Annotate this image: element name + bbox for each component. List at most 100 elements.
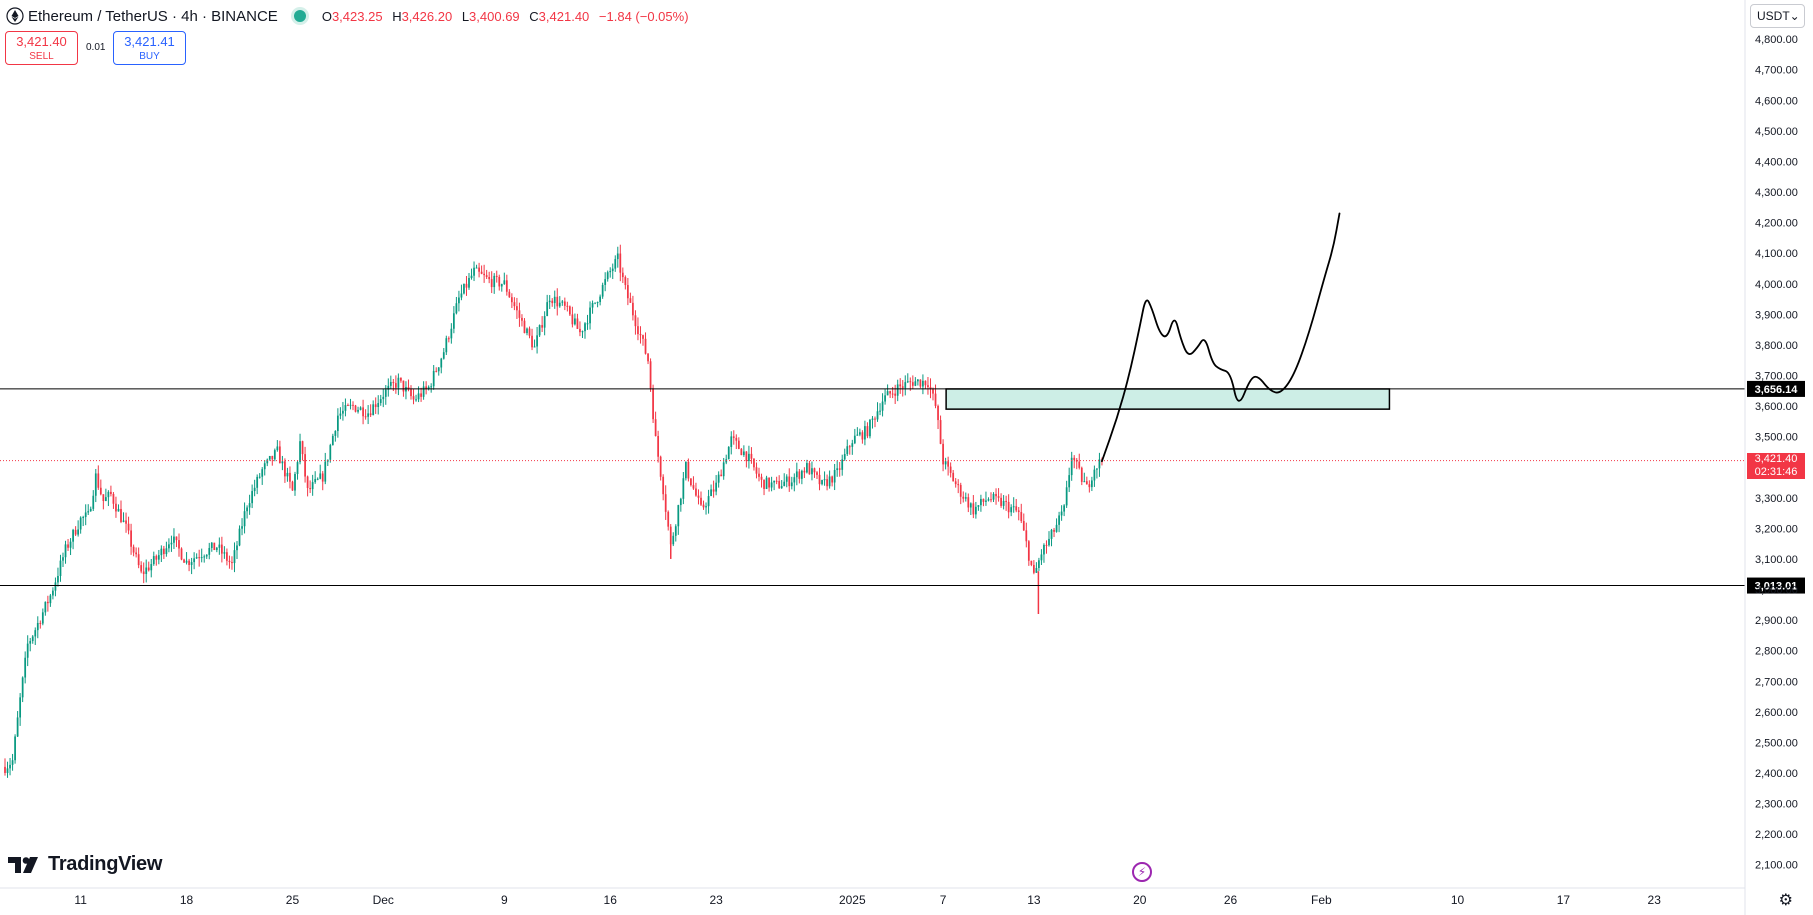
sell-button[interactable]: 3,421.40 SELL [5,31,78,65]
candle-body [306,476,309,488]
candle-body [392,381,395,384]
candle-body [1085,481,1088,485]
candle-body [19,697,22,718]
candle-body [541,325,544,328]
y-tick-label: 2,300.00 [1755,799,1798,811]
candle-body [198,557,201,559]
candle-body [258,476,261,478]
candle-body [833,470,836,483]
y-tick-label: 2,800.00 [1755,646,1798,658]
candle-body [841,459,844,470]
candle-body [952,472,955,482]
candle-body [84,512,87,518]
candle-body [962,496,965,499]
candle-body [135,552,138,555]
candle-body [886,391,889,396]
candle-body [1055,524,1058,532]
currency-select[interactable]: USDT ⌄ [1750,4,1805,28]
candle-body [707,496,710,507]
candle-body [188,560,190,565]
y-tick-label: 4,500.00 [1755,126,1798,138]
candle-body [1000,497,1002,506]
candle-body [667,511,670,527]
candle-body [730,436,733,447]
candle-body [1025,530,1028,542]
drawing-layer: 3,656.14 3,013.01 [0,212,1805,594]
candle-body [811,468,813,475]
candle-body [1045,544,1048,546]
y-tick-label: 3,600.00 [1755,401,1798,413]
candle-body [934,393,937,406]
candle-body [803,470,806,473]
horizontal-line-tag [1747,380,1805,397]
candle-body [891,393,894,395]
candle-body [498,276,501,287]
candle-body [367,413,370,417]
candle-body [1030,560,1033,565]
candle-body [533,346,536,348]
candle-body [982,498,985,502]
candle-body [763,479,765,489]
candle-body [959,484,962,497]
x-tick-label: 9 [501,893,508,907]
candle-body [266,459,269,464]
tradingview-logo[interactable]: TradingView [8,853,162,876]
candle-body [369,413,372,416]
candle-body [1015,506,1018,511]
candle-body [669,526,672,545]
candle-body [599,296,602,303]
candle-body [233,550,236,564]
candle-body [336,415,339,432]
candle-body [871,418,874,420]
candle-body [911,382,914,386]
candle-body [869,419,871,437]
candle-body [173,536,175,543]
candle-body [127,523,130,531]
candle-body [700,497,702,505]
candle-body [596,302,599,304]
candle-body [102,494,105,501]
candle-body [14,736,16,761]
candle-body [1088,484,1091,488]
candle-body [304,454,306,477]
candle-body [46,601,49,604]
candle-body [334,431,337,436]
candle-body [125,520,127,524]
sell-price: 3,421.40 [16,34,67,49]
candle-body [750,453,753,459]
gear-icon[interactable]: ⚙ [1778,892,1793,909]
candle-body [246,507,248,512]
candle-body [193,558,196,563]
candle-body [276,446,279,451]
candle-body [94,473,97,496]
current-price-label: 3,421.40 02:31:46 [1747,452,1805,479]
candle-body [291,481,294,491]
current-price-value: 3,421.40 [1754,452,1798,465]
candle-body [29,641,32,644]
candle-body [806,463,808,473]
candle-body [664,494,667,512]
candle-body [324,461,327,482]
candle-body [818,474,821,485]
candle-body [679,498,682,506]
candle-body [104,497,107,501]
buy-button[interactable]: 3,421.41 BUY [113,31,186,65]
candle-body [997,496,1000,498]
horizontal-line-label: 3,013.01 [1755,581,1798,593]
candle-body [112,493,115,504]
candle-body [425,386,428,389]
candle-body [483,273,486,276]
candle-body [1093,469,1096,481]
x-tick-label: 18 [180,893,194,907]
flash-icon[interactable]: ⚡ [1132,862,1152,882]
candle-body [727,446,730,460]
candle-body [296,462,299,474]
candle-body [619,253,622,273]
candle-body [836,468,839,471]
y-tick-label: 4,400.00 [1755,156,1798,168]
candle-body [1058,515,1060,525]
symbol-header[interactable]: Ethereum / TetherUS · 4h · BINANCE O3,42… [6,5,689,27]
candle-body [1012,506,1015,508]
candle-body [301,441,304,455]
